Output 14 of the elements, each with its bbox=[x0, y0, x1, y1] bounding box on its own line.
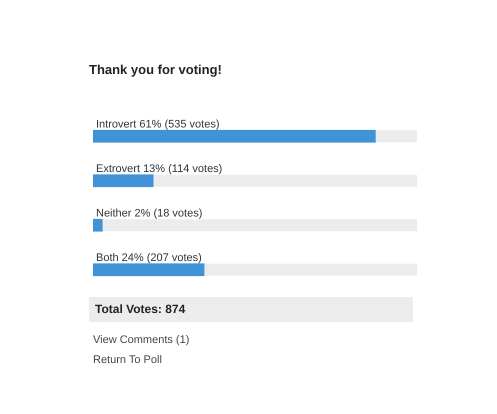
data-label: 2% (18 votes) bbox=[134, 207, 202, 220]
y-tick-label: Both bbox=[96, 252, 119, 264]
bar bbox=[93, 218, 103, 232]
y-tick-label: Neither bbox=[96, 207, 132, 220]
text: Return To Poll bbox=[93, 354, 162, 366]
chart-title: Thank you for voting! bbox=[89, 62, 222, 77]
text: View Comments (1) bbox=[93, 334, 190, 346]
data-label: 61% (535 votes) bbox=[139, 118, 220, 130]
data-label: 13% (114 votes) bbox=[143, 162, 222, 175]
bar bbox=[93, 174, 154, 188]
y-tick-label: Extrovert bbox=[96, 162, 140, 175]
data-label: 24% (207 votes) bbox=[122, 252, 202, 264]
text: Total Votes: 874 bbox=[89, 297, 413, 322]
y-tick-label: Introvert bbox=[96, 118, 136, 130]
